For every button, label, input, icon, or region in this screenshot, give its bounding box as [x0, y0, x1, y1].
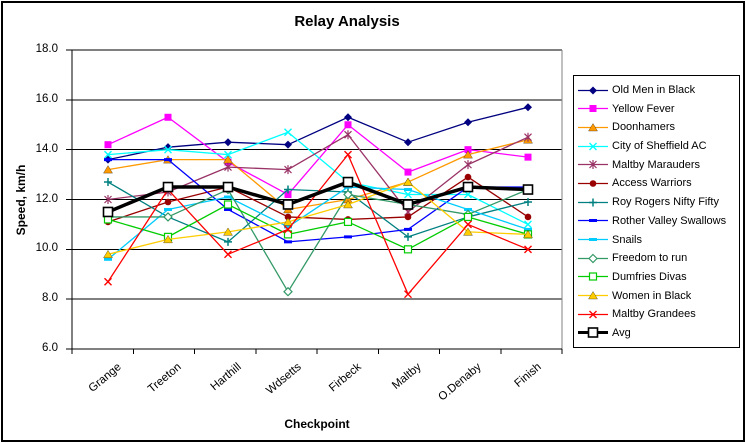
legend-label: Doonhamers [612, 121, 675, 134]
legend[interactable]: Old Men in Black Yellow Fever Doonhamers Ci… [573, 75, 740, 348]
legend-key-yellow-fever [578, 105, 608, 113]
y-tick-label: 6.0 [42, 342, 58, 354]
y-tick-label: 12.0 [35, 192, 58, 205]
series-maltby-grandees [104, 150, 532, 299]
y-tick-label: 14.0 [35, 142, 58, 155]
legend-item-avg[interactable]: Avg [578, 324, 737, 342]
legend-key-rother-valley-swallows [578, 219, 608, 223]
legend-item-maltby-grandees[interactable]: Maltby Grandees [578, 305, 737, 323]
chart-title: Relay Analysis [294, 13, 400, 30]
legend-key-city-of-sheffield-ac [578, 142, 608, 151]
legend-label: Access Warriors [612, 177, 692, 190]
legend-label: Snails [612, 233, 642, 246]
legend-item-maltby-marauders[interactable]: Maltby Marauders [578, 156, 737, 174]
legend-key-maltby-marauders [578, 160, 608, 170]
legend-label: Maltby Grandees [612, 308, 696, 321]
legend-key-freedom-to-run [578, 253, 608, 264]
legend-label: Avg [612, 326, 631, 339]
legend-key-dumfries-divas [578, 272, 608, 281]
x-axis-title: Checkpoint [284, 417, 350, 431]
legend-key-old-men-in-black [578, 86, 608, 94]
series-avg [102, 176, 534, 218]
legend-item-doonhamers[interactable]: Doonhamers [578, 118, 737, 136]
legend-label: City of Sheffield AC [612, 140, 707, 153]
legend-item-rother-valley-swallows[interactable]: Rother Valley Swallows [578, 212, 737, 230]
legend-key-doonhamers [578, 123, 608, 132]
legend-item-women-in-black[interactable]: Women in Black [578, 287, 737, 305]
y-tick-label: 18.0 [35, 43, 58, 55]
legend-label: Dumfries Divas [612, 270, 687, 283]
y-tick-label: 8.0 [42, 292, 58, 305]
legend-item-old-men-in-black[interactable]: Old Men in Black [578, 81, 737, 99]
legend-key-avg [578, 327, 608, 339]
legend-label: Maltby Marauders [612, 158, 701, 171]
y-tick-label: 10.0 [35, 242, 58, 255]
legend-item-dumfries-divas[interactable]: Dumfries Divas [578, 268, 737, 286]
legend-label: Rother Valley Swallows [612, 214, 727, 227]
legend-item-snails[interactable]: Snails [578, 231, 737, 249]
legend-item-access-warriors[interactable]: Access Warriors [578, 174, 737, 192]
legend-label: Freedom to run [612, 252, 688, 265]
legend-key-snails [578, 238, 608, 241]
legend-key-women-in-black [578, 291, 608, 300]
y-tick-label: 16.0 [35, 92, 58, 105]
legend-item-roy-rogers-nifty-fifty[interactable]: Roy Rogers Nifty Fifty [578, 193, 737, 211]
legend-label: Old Men in Black [612, 84, 696, 96]
legend-label: Women in Black [612, 289, 692, 302]
legend-label: Roy Rogers Nifty Fifty [612, 196, 719, 209]
series-women-in-black [103, 177, 533, 258]
legend-item-city-of-sheffield-ac[interactable]: City of Sheffield AC [578, 137, 737, 155]
series-old-men-in-black [104, 103, 532, 164]
legend-label: Yellow Fever [612, 102, 675, 115]
legend-key-maltby-grandees [578, 310, 608, 319]
legend-item-yellow-fever[interactable]: Yellow Fever [578, 100, 737, 118]
legend-key-roy-rogers-nifty-fifty [578, 198, 608, 207]
legend-item-freedom-to-run[interactable]: Freedom to run [578, 249, 737, 267]
legend-key-access-warriors [578, 180, 608, 187]
